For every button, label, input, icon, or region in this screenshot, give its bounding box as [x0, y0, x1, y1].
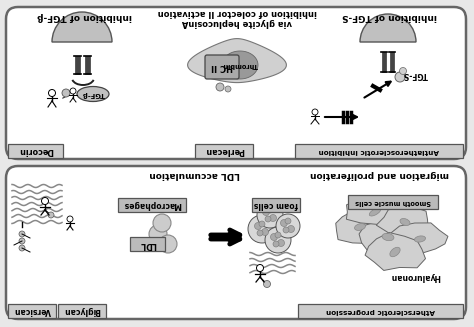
- Circle shape: [255, 222, 262, 230]
- Text: LDL: LDL: [139, 239, 156, 249]
- Bar: [390, 52, 394, 72]
- Text: Smooth muscle cells: Smooth muscle cells: [355, 199, 431, 205]
- Polygon shape: [376, 207, 428, 238]
- Bar: [348, 195, 438, 209]
- Circle shape: [264, 281, 271, 287]
- Circle shape: [262, 229, 268, 235]
- Circle shape: [395, 72, 405, 82]
- Circle shape: [285, 218, 291, 224]
- Wedge shape: [360, 14, 416, 42]
- Circle shape: [216, 83, 224, 91]
- Text: via glycite heplucosinA: via glycite heplucosinA: [182, 18, 292, 26]
- Bar: [252, 198, 300, 212]
- Circle shape: [256, 265, 264, 271]
- Polygon shape: [365, 232, 426, 270]
- Circle shape: [276, 214, 300, 238]
- Wedge shape: [52, 12, 112, 42]
- Circle shape: [149, 225, 167, 243]
- Circle shape: [48, 212, 54, 218]
- Text: TGF-β: TGF-β: [82, 91, 105, 97]
- Text: foam cells: foam cells: [254, 200, 298, 210]
- Circle shape: [225, 86, 231, 92]
- FancyBboxPatch shape: [6, 166, 466, 319]
- FancyBboxPatch shape: [205, 55, 239, 79]
- Bar: [8, 144, 63, 158]
- Bar: [382, 52, 386, 72]
- Circle shape: [159, 235, 177, 253]
- Circle shape: [19, 238, 25, 244]
- Circle shape: [248, 215, 276, 243]
- Circle shape: [259, 221, 265, 227]
- Circle shape: [312, 109, 318, 115]
- Circle shape: [19, 231, 25, 237]
- Bar: [118, 198, 186, 212]
- Text: HC II: HC II: [211, 62, 233, 72]
- Bar: [295, 144, 463, 158]
- Polygon shape: [359, 221, 420, 253]
- Text: Biglycan: Biglycan: [64, 306, 100, 316]
- Circle shape: [67, 216, 73, 222]
- Ellipse shape: [414, 236, 426, 242]
- Text: Thrombin: Thrombin: [222, 62, 258, 68]
- Text: Antiatherosclerotic inhibition: Antiatherosclerotic inhibition: [319, 148, 439, 154]
- Ellipse shape: [369, 208, 381, 216]
- Polygon shape: [188, 39, 286, 83]
- Circle shape: [257, 202, 283, 228]
- Bar: [75, 56, 80, 74]
- Circle shape: [271, 233, 277, 240]
- Text: Perlecan: Perlecan: [204, 146, 244, 156]
- Circle shape: [267, 207, 273, 213]
- Text: inhibition of TGF-β: inhibition of TGF-β: [37, 12, 132, 22]
- Text: Macrophages: Macrophages: [123, 200, 181, 210]
- Polygon shape: [346, 199, 410, 226]
- Circle shape: [257, 230, 263, 236]
- Circle shape: [265, 216, 271, 222]
- Circle shape: [400, 67, 407, 75]
- Bar: [298, 304, 463, 318]
- Polygon shape: [391, 223, 448, 252]
- FancyBboxPatch shape: [6, 7, 466, 159]
- Circle shape: [281, 219, 288, 227]
- Bar: [85, 56, 90, 74]
- Circle shape: [70, 88, 76, 94]
- Bar: [195, 144, 253, 158]
- Ellipse shape: [355, 224, 365, 231]
- Text: Versican: Versican: [13, 306, 51, 316]
- Circle shape: [42, 198, 48, 204]
- Ellipse shape: [77, 87, 109, 101]
- Circle shape: [153, 214, 171, 232]
- Text: Decorin: Decorin: [18, 146, 53, 156]
- Text: migration and proliferation: migration and proliferation: [310, 169, 449, 179]
- Ellipse shape: [382, 233, 394, 241]
- Circle shape: [62, 89, 70, 97]
- Circle shape: [270, 215, 276, 221]
- Circle shape: [48, 90, 55, 96]
- Bar: [130, 237, 165, 251]
- Circle shape: [277, 239, 284, 247]
- Ellipse shape: [400, 218, 410, 226]
- Text: inhibition of colector II activation: inhibition of colector II activation: [157, 9, 317, 18]
- Circle shape: [275, 232, 281, 238]
- Circle shape: [265, 227, 291, 253]
- Circle shape: [19, 245, 25, 251]
- Ellipse shape: [390, 247, 400, 257]
- Text: Hyaluronan: Hyaluronan: [390, 272, 440, 282]
- Bar: [58, 304, 106, 318]
- Polygon shape: [222, 51, 258, 79]
- Circle shape: [273, 241, 279, 247]
- Text: LDL accumulation: LDL accumulation: [150, 169, 240, 179]
- Circle shape: [288, 226, 294, 232]
- Text: Athersclerotic progression: Athersclerotic progression: [326, 308, 435, 314]
- Circle shape: [283, 227, 289, 233]
- Text: inhibition of TGF-S: inhibition of TGF-S: [343, 12, 438, 22]
- Text: TGF-S: TGF-S: [402, 70, 428, 78]
- Bar: [8, 304, 56, 318]
- Circle shape: [263, 209, 270, 215]
- Polygon shape: [336, 211, 391, 243]
